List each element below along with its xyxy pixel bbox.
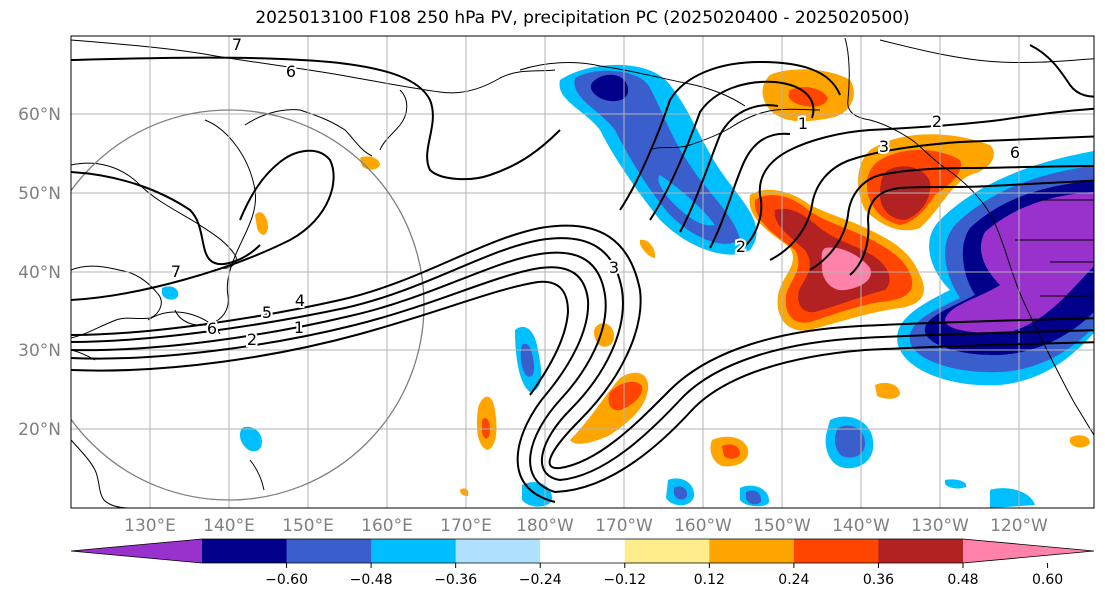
grid-lines [71,36,1094,508]
lon-label: 130°W [911,516,969,536]
longitude-labels: 130°E 140°E 150°E 160°E 170°E 180°W 170°… [124,516,1048,536]
contour-label: 3 [879,137,889,156]
lon-label: 140°E [203,516,255,536]
lat-label: 60°N [18,105,61,125]
colorbar-segment [624,539,710,563]
latitude-labels: 60°N 50°N 40°N 30°N 20°N [18,105,61,440]
contour-label: 6 [286,62,296,81]
lon-label: 170°W [595,516,653,536]
contour-label: 7 [232,35,242,54]
lon-label: 150°W [753,516,811,536]
colorbar-outline [70,538,1095,564]
map-border [70,35,1095,509]
contour-label: 6 [207,319,217,338]
colorbar-segment [878,539,964,563]
lat-label: 40°N [18,263,61,283]
lon-label: 160°W [674,516,732,536]
colorbar-segment [202,539,288,563]
colorbar-extend-max [963,539,1094,563]
contour-label: 6 [1010,143,1020,162]
colorbar-tick-label: 0.60 [1032,572,1063,588]
lon-label: 180°W [516,516,574,536]
contour-label: 5 [262,303,272,322]
contour-label: 1 [294,318,304,337]
lat-label: 20°N [18,420,61,440]
colorbar-tick-label: −0.36 [434,572,477,588]
contour-label: 7 [171,262,181,281]
colorbar-tick-label: 0.24 [778,572,809,588]
lat-label: 30°N [18,341,61,361]
figure-title: 2025013100 F108 250 hPa PV, precipitatio… [255,8,910,28]
lon-label: 140°W [832,516,890,536]
colorbar-segment [709,539,795,563]
contour-label: 1 [798,114,808,133]
contour-label: 2 [932,112,942,131]
colorbar-segment [540,539,626,563]
contour-label: 2 [736,237,746,256]
lon-label: 150°E [282,516,334,536]
colorbar-tick-label: −0.48 [350,572,393,588]
colorbar-ticks: −0.60 −0.48 −0.36 −0.24 −0.12 0.12 0.24 0.36 0.4… [265,563,1063,588]
lon-label: 170°E [440,516,492,536]
colorbar-segment [793,539,879,563]
colorbar-tick-label: −0.12 [603,572,646,588]
map-content [71,36,1094,508]
contour-label: 3 [609,258,619,277]
colorbar-extend-min [71,539,202,563]
colorbar-tick-label: 0.12 [694,572,725,588]
contour-label: 2 [247,330,257,349]
lon-label: 160°E [361,516,413,536]
pv-contours [71,44,1094,503]
colorbar-segment [371,539,457,563]
lon-label: 120°W [990,516,1048,536]
colorbar-tick-label: −0.24 [519,572,562,588]
colorbar-segment [286,539,372,563]
colorbar-tick-label: −0.60 [265,572,308,588]
lon-label: 130°E [124,516,176,536]
contour-label: 4 [295,291,305,310]
colorbar: −0.60 −0.48 −0.36 −0.24 −0.12 0.12 0.24 0.36 0.4… [70,538,1095,588]
contour-label-group: 7 6 7 6 5 4 2 1 3 1 2 3 6 2 [169,33,1022,351]
colorbar-segment [455,539,541,563]
lat-label: 50°N [18,184,61,204]
colorbar-tick-label: 0.48 [947,572,978,588]
colorbar-segments [70,538,1095,564]
colorbar-tick-label: 0.36 [863,572,894,588]
